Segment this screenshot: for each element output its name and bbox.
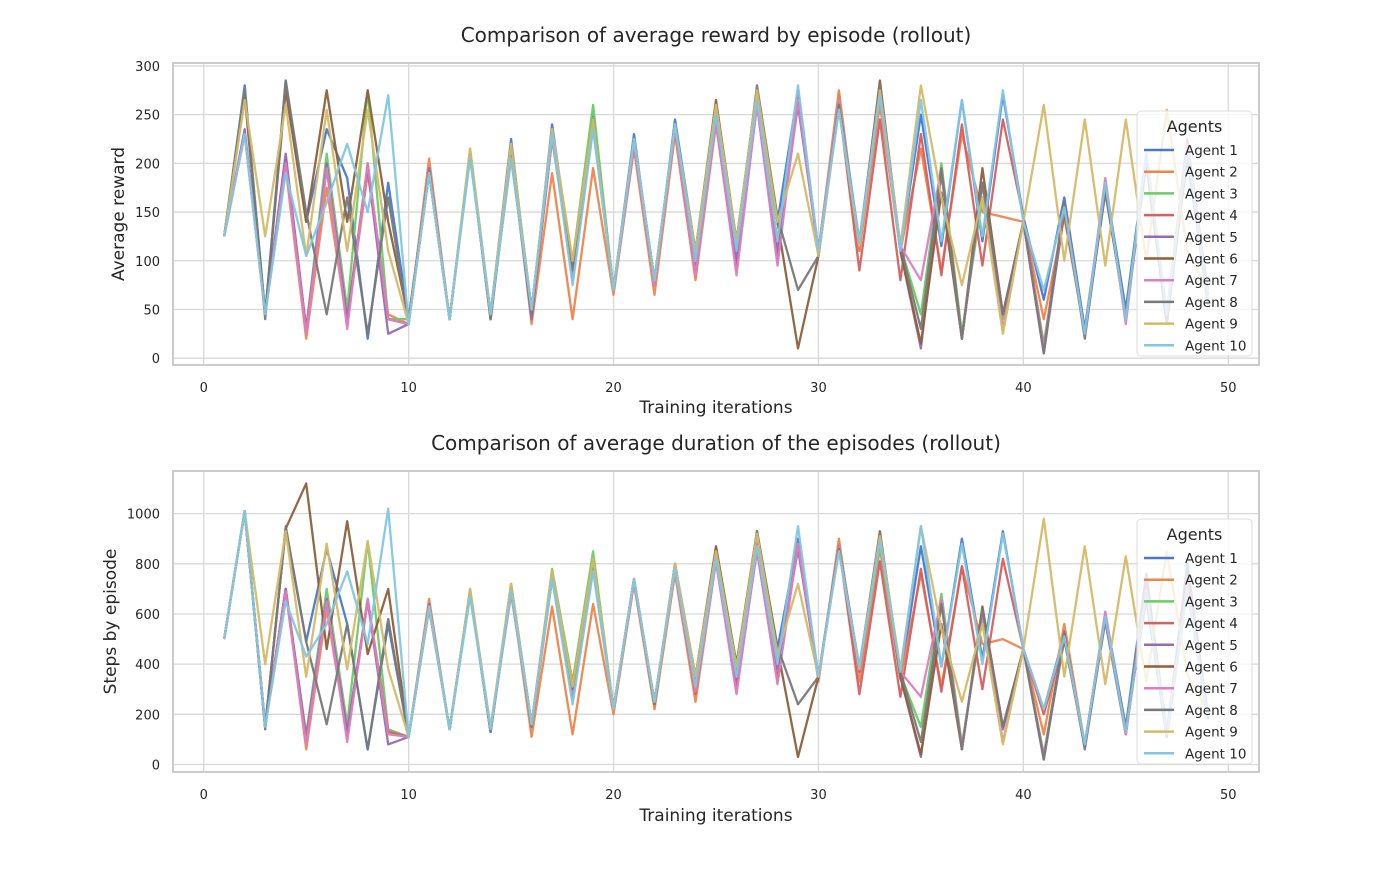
x-tick-label: 40 bbox=[1015, 381, 1032, 396]
y-tick-label: 600 bbox=[135, 608, 160, 623]
legend-label: Agent 9 bbox=[1185, 317, 1238, 333]
y-axis-label: Steps by episode bbox=[101, 549, 121, 695]
plot-frame bbox=[172, 62, 1260, 366]
legend-label: Agent 1 bbox=[1185, 143, 1238, 159]
y-tick-label: 100 bbox=[135, 255, 160, 270]
chart-title: Comparison of average duration of the ep… bbox=[431, 431, 1001, 455]
y-tick-label: 50 bbox=[143, 303, 160, 318]
legend-item: Agent 5 bbox=[1144, 230, 1238, 246]
legend-item: Agent 10 bbox=[1144, 746, 1246, 762]
series-lines bbox=[223, 79, 1209, 355]
legend-label: Agent 7 bbox=[1185, 273, 1238, 289]
legend-label: Agent 4 bbox=[1185, 616, 1238, 632]
x-tick-label: 0 bbox=[200, 381, 208, 396]
series-lines bbox=[223, 482, 1209, 761]
legend-item: Agent 7 bbox=[1144, 681, 1238, 697]
legend-item: Agent 5 bbox=[1144, 638, 1238, 654]
legend-title: Agents bbox=[1167, 117, 1223, 136]
x-axis-label: Training iterations bbox=[638, 398, 792, 418]
legend-label: Agent 9 bbox=[1185, 725, 1238, 741]
x-tick-label: 50 bbox=[1220, 788, 1237, 803]
y-tick-label: 200 bbox=[135, 157, 160, 172]
x-tick-label: 30 bbox=[810, 788, 827, 803]
legend-item: Agent 8 bbox=[1144, 703, 1238, 719]
legend-item: Agent 9 bbox=[1144, 317, 1238, 333]
series-line-agent-10 bbox=[223, 84, 1209, 335]
legend-title: Agents bbox=[1167, 525, 1223, 544]
legend: Agents Agent 1 Agent 2 Agent 3 Agent 4 Agent … bbox=[1136, 110, 1253, 357]
legend-label: Agent 5 bbox=[1185, 638, 1238, 654]
legend-label: Agent 6 bbox=[1185, 660, 1238, 676]
y-tick-label: 200 bbox=[135, 708, 160, 723]
y-tick-label: 0 bbox=[152, 758, 160, 773]
x-tick-label: 10 bbox=[400, 788, 417, 803]
legend-item: Agent 6 bbox=[1144, 252, 1238, 268]
legend-label: Agent 5 bbox=[1185, 230, 1238, 246]
y-tick-label: 0 bbox=[152, 352, 160, 367]
x-tick-label: 30 bbox=[810, 381, 827, 396]
legend-item: Agent 7 bbox=[1144, 273, 1238, 289]
legend-item: Agent 1 bbox=[1144, 143, 1238, 159]
y-tick-label: 250 bbox=[135, 109, 160, 124]
legend-label: Agent 7 bbox=[1185, 681, 1238, 697]
series-line-agent-9 bbox=[223, 509, 1209, 746]
legend-item: Agent 3 bbox=[1144, 594, 1238, 610]
x-tick-label: 20 bbox=[605, 788, 622, 803]
legend-label: Agent 2 bbox=[1185, 573, 1238, 589]
legend-label: Agent 8 bbox=[1185, 295, 1238, 311]
legend-item: Agent 3 bbox=[1144, 186, 1238, 202]
legend-item: Agent 9 bbox=[1144, 725, 1238, 741]
legend-label: Agent 10 bbox=[1185, 746, 1246, 762]
legend-label: Agent 3 bbox=[1185, 186, 1238, 202]
legend-item: Agent 10 bbox=[1144, 338, 1246, 354]
plot-frame bbox=[172, 470, 1260, 773]
legend-label: Agent 2 bbox=[1185, 165, 1238, 181]
y-tick-label: 400 bbox=[135, 658, 160, 673]
legend-label: Agent 8 bbox=[1185, 703, 1238, 719]
legend-item: Agent 8 bbox=[1144, 295, 1238, 311]
legend-item: Agent 2 bbox=[1144, 573, 1238, 589]
x-tick-label: 20 bbox=[605, 381, 622, 396]
legend-label: Agent 10 bbox=[1185, 338, 1246, 354]
legend-label: Agent 6 bbox=[1185, 252, 1238, 268]
x-tick-label: 10 bbox=[400, 381, 417, 396]
legend-item: Agent 4 bbox=[1144, 208, 1238, 224]
x-tick-label: 0 bbox=[200, 788, 208, 803]
chart-title: Comparison of average reward by episode … bbox=[461, 23, 972, 47]
x-axis-label: Training iterations bbox=[638, 806, 792, 826]
y-tick-label: 150 bbox=[135, 206, 160, 221]
series-line-agent-10 bbox=[223, 507, 1209, 746]
legend-item: Agent 6 bbox=[1144, 660, 1238, 676]
y-axis-label: Average reward bbox=[109, 147, 129, 281]
legend-label: Agent 3 bbox=[1185, 594, 1238, 610]
legend-item: Agent 2 bbox=[1144, 165, 1238, 181]
legend-item: Agent 1 bbox=[1144, 551, 1238, 567]
chart-2: 0 10 20 30 40 50 0 200 400 600 800 1000 Comparison o… bbox=[101, 431, 1260, 826]
series-line-agent-9 bbox=[223, 84, 1209, 335]
legend-label: Agent 1 bbox=[1185, 551, 1238, 567]
legend-item: Agent 4 bbox=[1144, 616, 1238, 632]
y-tick-label: 300 bbox=[135, 60, 160, 75]
legend: Agents Agent 1 Agent 2 Agent 3 Agent 4 Agent … bbox=[1136, 518, 1253, 765]
y-tick-label: 1000 bbox=[127, 508, 160, 523]
x-tick-label: 50 bbox=[1220, 381, 1237, 396]
chart-1: 0 10 20 30 40 50 0 50 100 150 200 250 300 Comparison … bbox=[109, 23, 1260, 418]
x-tick-label: 40 bbox=[1015, 788, 1032, 803]
y-tick-label: 800 bbox=[135, 558, 160, 573]
legend-label: Agent 4 bbox=[1185, 208, 1238, 224]
